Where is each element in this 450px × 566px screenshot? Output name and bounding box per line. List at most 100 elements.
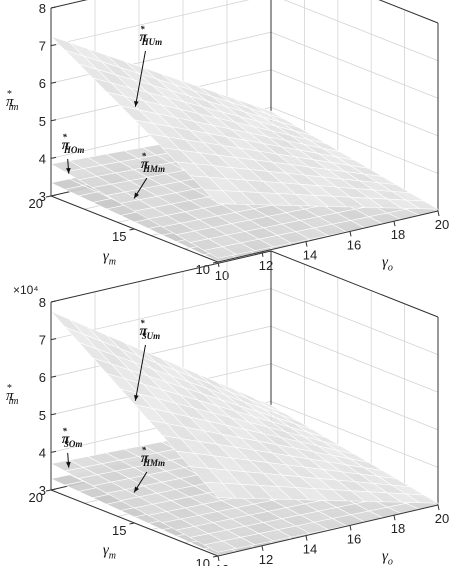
z-tick-mark <box>50 413 57 416</box>
z-tick-label: 5 <box>39 408 46 423</box>
annotation-arrow <box>134 50 146 107</box>
z-axis-label-sup: * <box>7 89 12 100</box>
x-tick-mark <box>261 545 264 551</box>
z-exponent-label: ×10⁴ <box>13 283 39 297</box>
backwall-gridline-z <box>50 0 88 9</box>
y-tick-mark <box>129 522 135 525</box>
z-tick-label: 3 <box>39 189 46 204</box>
y-axis-label: γm <box>103 248 116 267</box>
surface-label-1-sub: HOm <box>63 145 85 155</box>
z-tick-label: 7 <box>39 39 46 54</box>
x-axis-label: γo <box>382 548 393 566</box>
sidewall-gridline-z <box>283 0 439 61</box>
y-tick-mark <box>45 489 52 492</box>
z-tick-label: 4 <box>39 151 46 166</box>
x-tick-label: 16 <box>347 237 361 252</box>
z-tick-label: 8 <box>39 295 46 310</box>
z-tick-label: 7 <box>39 333 46 348</box>
x-axis-label-base: γ <box>382 254 389 270</box>
x-tick-label: 20 <box>435 511 449 526</box>
x-tick-mark <box>437 210 440 217</box>
x-tick-mark <box>349 525 352 531</box>
z-tick-label: 6 <box>39 76 46 91</box>
y-tick-mark <box>212 261 219 264</box>
x-tick-mark <box>393 221 396 227</box>
surface-cell <box>203 246 238 259</box>
y-tick-label: 10 <box>196 262 210 277</box>
axis-line <box>217 210 439 263</box>
z-axis-label: π* im <box>6 89 19 113</box>
sidewall-gridline-z <box>270 363 439 431</box>
surface-label-1: π* SOm <box>62 426 83 449</box>
y-axis-label-base: γ <box>103 248 110 264</box>
z-tick-label: 8 <box>39 1 46 16</box>
x-axis-label: γo <box>382 254 393 273</box>
z-exponent-label: ×10⁴ <box>13 0 39 3</box>
surface-label-0: π* HUm <box>139 24 162 47</box>
z-tick-mark <box>50 6 57 9</box>
y-axis-label-sub: m <box>109 256 116 267</box>
surface-annotations: π* SUm π* SOm π* HMm <box>62 318 165 493</box>
x-tick-label: 12 <box>259 258 273 273</box>
annotation-arrowhead <box>66 167 71 174</box>
z-tick-label: 5 <box>39 114 46 129</box>
z-tick-mark <box>50 488 57 491</box>
x-axis-label-base: γ <box>382 548 389 564</box>
surface-label-0: π* SUm <box>139 318 160 341</box>
axis-line <box>217 504 439 557</box>
surface-label-1-sup: * <box>62 426 67 436</box>
x-tick-mark <box>305 241 308 247</box>
y-axis-label-base: γ <box>103 542 110 558</box>
box-edge <box>50 0 88 9</box>
surface-label-0-base: π <box>139 30 147 45</box>
box-edge <box>270 250 439 318</box>
annotation-arrowhead <box>134 192 139 199</box>
surface-label-0-sup: * <box>140 24 145 34</box>
y-axis-label-sub: m <box>109 550 116 561</box>
x-tick-mark <box>305 535 308 541</box>
z-tick-label: 3 <box>39 483 46 498</box>
sidewall-gridline-z <box>270 69 439 137</box>
x-tick-label: 14 <box>303 248 317 263</box>
sidewall-gridline-z <box>270 288 439 355</box>
x-tick-label: 14 <box>303 542 317 557</box>
z-tick-label: 6 <box>39 370 46 385</box>
surface-label-2: π* HMm <box>141 445 165 468</box>
surface-label-2-sup: * <box>141 151 146 161</box>
surface-label-0-sub: SUm <box>142 331 161 341</box>
surface-label-1-sup: * <box>62 132 67 142</box>
surface-cell <box>203 189 238 205</box>
backwall-gridline-z <box>50 31 272 84</box>
surface-label-2-sub: HMm <box>142 458 165 468</box>
z-tick-mark <box>50 300 57 303</box>
y-axis-label: γm <box>103 542 116 561</box>
sidewall-gridline-z <box>378 0 439 24</box>
bottom-chart-panel: 101214161820101520345678×10⁴π*imγmγoπ*SU… <box>6 250 450 566</box>
z-axis-label: π* im <box>6 383 19 407</box>
surface-0 <box>50 35 440 210</box>
y-tick-label: 15 <box>112 523 126 538</box>
annotation-arrowhead <box>134 486 139 493</box>
surface-label-2: π* HMm <box>141 151 165 174</box>
box-edge <box>378 0 439 24</box>
z-tick-mark <box>50 119 57 122</box>
z-tick-mark <box>50 338 57 341</box>
z-tick-mark <box>50 375 57 378</box>
x-tick-label: 20 <box>435 217 449 232</box>
surface-label-1-base: π <box>62 138 70 153</box>
sidewall-gridline-z <box>270 325 439 393</box>
sidewall-gridline-z <box>270 107 439 174</box>
x-axis-label-sub: o <box>388 556 393 566</box>
surface-label-2-base: π <box>141 157 149 172</box>
z-axis-label-sub: im <box>9 396 19 407</box>
backwall-gridline-z <box>50 0 250 46</box>
surface-cell <box>203 481 238 499</box>
z-tick-mark <box>50 450 57 453</box>
x-tick-mark <box>437 504 440 511</box>
z-axis-label-base: π <box>6 94 14 110</box>
surface-cell <box>203 540 238 553</box>
z-tick-mark <box>50 81 57 84</box>
annotation-arrowhead <box>134 394 139 401</box>
